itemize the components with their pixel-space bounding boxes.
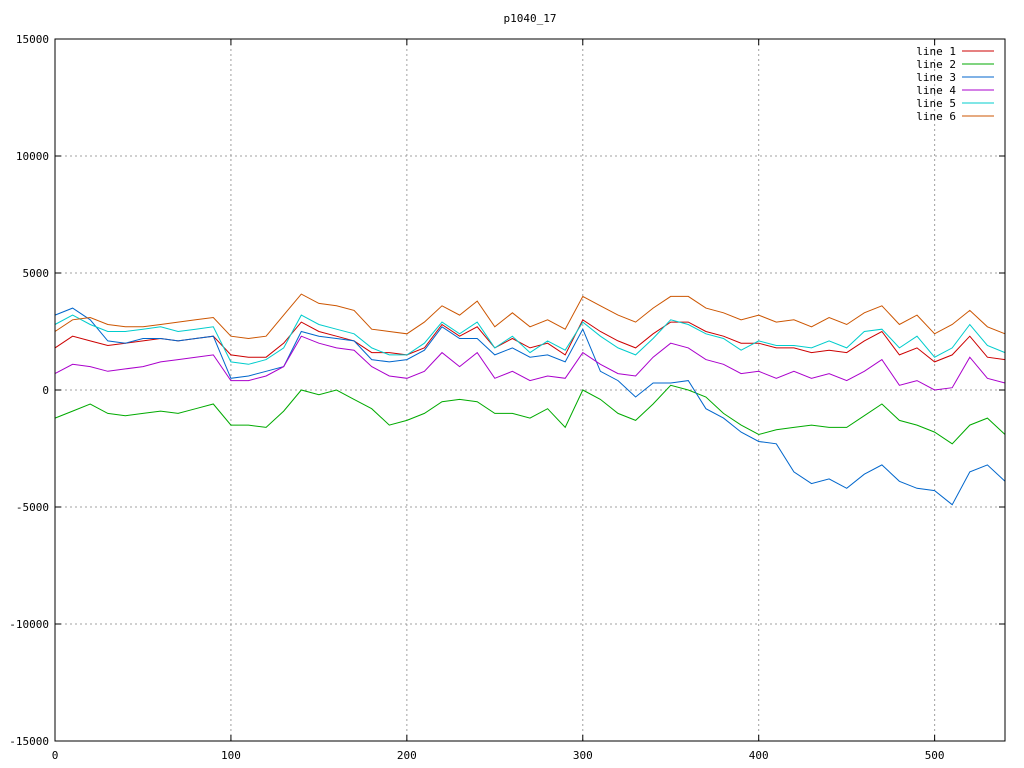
legend-label: line 6 (916, 110, 956, 123)
legend-label: line 4 (916, 84, 956, 97)
series-lines (54, 293, 1006, 506)
y-tick-label: 15000 (16, 33, 49, 46)
x-tick-label: 100 (221, 749, 241, 762)
series-line-3 (54, 307, 1006, 506)
legend-label: line 3 (916, 71, 956, 84)
x-tick-label: 200 (397, 749, 417, 762)
series-line-5 (54, 314, 1006, 365)
chart-title: p1040_17 (504, 12, 557, 25)
axis-ticks: 0 100 200 300 400 500 -15000 -10000 -5000 0 5000 10… (9, 33, 1005, 762)
x-tick-label: 500 (925, 749, 945, 762)
series-line-4 (54, 335, 1006, 391)
legend-label: line 5 (916, 97, 956, 110)
y-tick-label: 10000 (16, 150, 49, 163)
series-line-1 (54, 319, 1006, 363)
y-tick-label: 5000 (23, 267, 50, 280)
y-tick-label: -5000 (16, 501, 49, 514)
grid-lines (55, 39, 1005, 741)
series-line-2 (54, 384, 1006, 445)
series-line-6 (54, 293, 1006, 340)
x-tick-label: 0 (52, 749, 59, 762)
legend-label: line 2 (916, 58, 956, 71)
legend-label: line 1 (916, 45, 956, 58)
y-tick-label: -10000 (9, 618, 49, 631)
x-tick-label: 300 (573, 749, 593, 762)
x-tick-label: 400 (749, 749, 769, 762)
y-tick-label: -15000 (9, 735, 49, 748)
y-tick-label: 0 (42, 384, 49, 397)
